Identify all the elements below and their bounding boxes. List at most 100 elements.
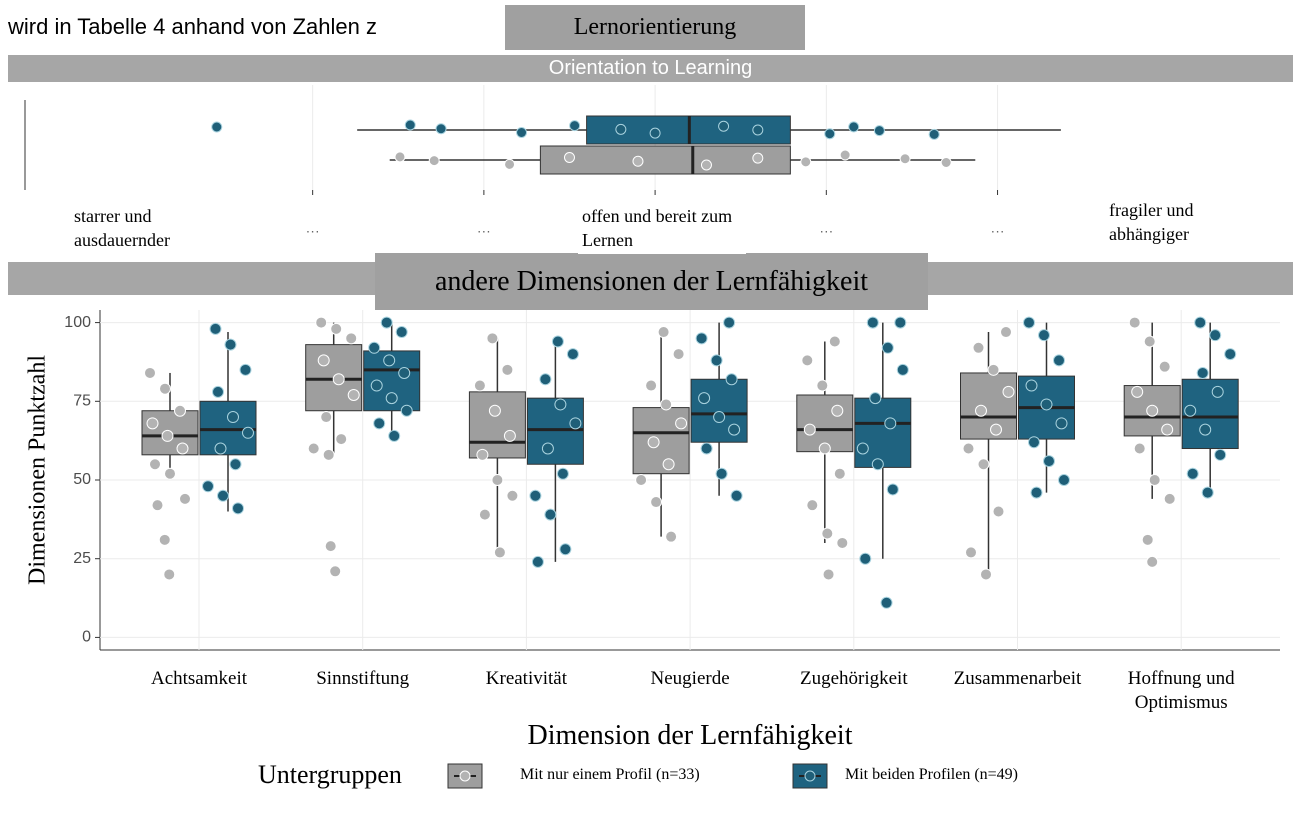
strip-label: Orientation to Learning	[548, 57, 753, 79]
point	[435, 123, 447, 135]
point	[650, 496, 663, 509]
point	[660, 398, 673, 411]
point	[662, 458, 675, 471]
legend-label: Mit nur einem Profil (n=33)	[520, 766, 700, 783]
point	[516, 127, 528, 138]
point	[395, 326, 408, 339]
point	[972, 341, 985, 354]
point	[700, 159, 712, 171]
point	[665, 530, 678, 543]
point	[539, 373, 552, 386]
point	[330, 322, 343, 335]
point	[816, 379, 829, 392]
point	[400, 404, 413, 417]
point	[373, 417, 386, 430]
point	[645, 379, 658, 392]
box	[526, 397, 584, 465]
point	[146, 417, 159, 430]
point	[345, 332, 358, 345]
point	[856, 442, 869, 455]
point	[647, 436, 660, 449]
point	[635, 474, 648, 486]
point	[1163, 492, 1176, 505]
point	[1199, 423, 1212, 436]
point	[881, 341, 894, 354]
point	[566, 348, 579, 361]
point	[1158, 360, 1171, 373]
x-tick-label: ···	[819, 223, 833, 239]
point	[1040, 398, 1053, 411]
point	[486, 332, 499, 345]
point	[1055, 417, 1068, 430]
point	[1028, 436, 1040, 449]
point	[884, 417, 897, 430]
outlier	[822, 568, 835, 581]
point	[347, 389, 360, 401]
point	[1030, 486, 1043, 499]
point	[224, 338, 237, 351]
point	[227, 411, 239, 424]
point	[713, 411, 726, 424]
point	[615, 123, 627, 135]
point	[476, 448, 489, 461]
point	[307, 442, 320, 455]
box	[796, 394, 854, 453]
point	[899, 153, 911, 165]
outlier	[158, 533, 171, 546]
point	[1211, 385, 1224, 398]
point	[212, 385, 224, 398]
point	[1214, 448, 1227, 461]
point	[728, 423, 741, 436]
point	[839, 149, 851, 161]
point	[987, 363, 1000, 376]
point	[149, 458, 161, 471]
box	[468, 391, 526, 459]
point	[675, 417, 688, 430]
point	[828, 335, 841, 348]
point	[202, 480, 214, 493]
point	[370, 379, 383, 392]
point	[556, 467, 569, 480]
outlier	[1141, 533, 1154, 546]
point	[649, 127, 661, 139]
strip	[8, 55, 1293, 82]
point	[506, 489, 519, 502]
point	[848, 121, 860, 133]
x-tick-label: Neugierde	[650, 668, 730, 689]
x-tick-label: ···	[991, 223, 1005, 239]
point	[718, 120, 730, 132]
point	[1000, 326, 1012, 339]
point	[886, 483, 899, 496]
point	[551, 335, 564, 348]
point	[975, 404, 987, 417]
point	[563, 152, 575, 163]
legend-title: Untergruppen	[258, 760, 402, 789]
box	[960, 372, 1017, 440]
x-tick-label: Achtsamkeit	[150, 668, 248, 689]
point	[980, 568, 992, 581]
point	[209, 322, 222, 335]
point	[632, 155, 644, 167]
point	[730, 489, 743, 502]
annotation: offen und bereit zum Lernen	[578, 202, 746, 254]
point	[394, 151, 406, 163]
legend-key-point	[804, 770, 816, 782]
point	[529, 489, 542, 502]
x-tick-label: Zusammenarbeit	[953, 668, 1082, 689]
x-tick-label: ···	[477, 223, 491, 239]
point	[824, 128, 836, 140]
x-tick-label: Kreativität	[485, 668, 568, 689]
annotation: fragiler und abhängiger	[1105, 196, 1243, 248]
legend-label: Mit beiden Profilen (n=49)	[845, 766, 1018, 783]
point	[559, 543, 572, 556]
point	[992, 505, 1005, 518]
point	[388, 429, 401, 442]
annotation: starrer und ausdauernder	[70, 202, 228, 254]
point	[871, 458, 884, 471]
point	[672, 348, 685, 361]
point	[894, 316, 907, 329]
point	[404, 119, 416, 131]
point	[873, 125, 885, 137]
point	[928, 128, 940, 140]
